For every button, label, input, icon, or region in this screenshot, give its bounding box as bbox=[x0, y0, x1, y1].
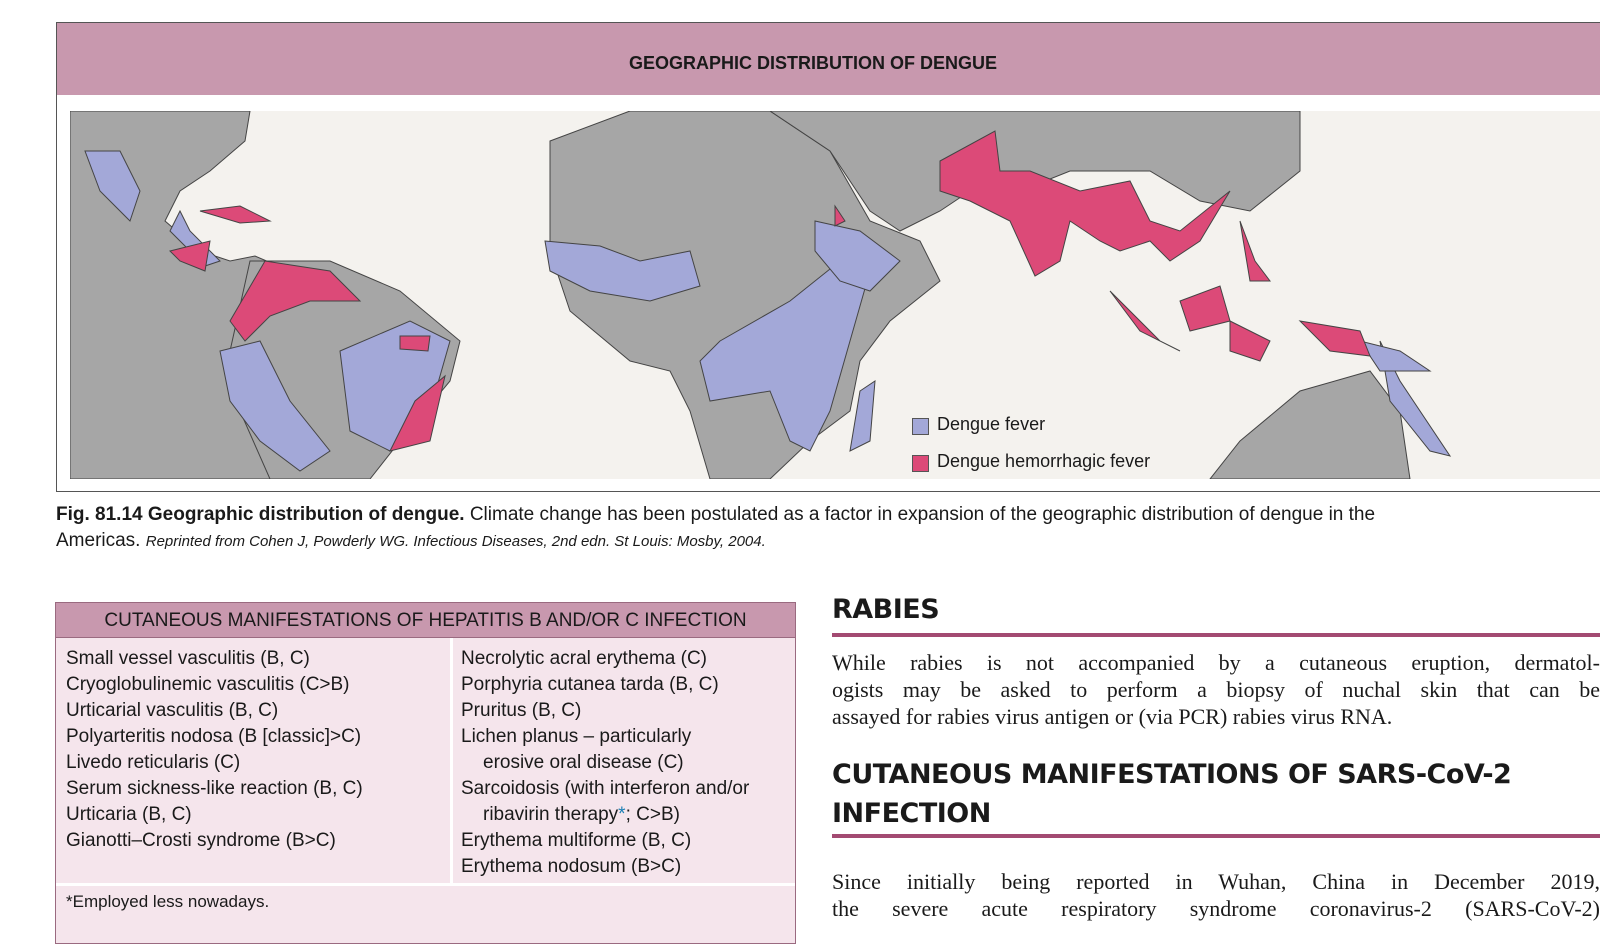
item: Urticarial vasculitis (B, C) bbox=[66, 700, 279, 721]
legend-label: Dengue hemorrhagic fever bbox=[937, 451, 1151, 471]
asterisk: * bbox=[618, 804, 626, 825]
text-line: While rabies is not accompanied by a cut… bbox=[832, 650, 1600, 675]
heading-line: CUTANEOUS MANIFESTATIONS OF SARS-CoV-2 bbox=[832, 759, 1512, 790]
table-column: Necrolytic acral erythema (C) Porphyria … bbox=[461, 646, 749, 880]
divider bbox=[56, 883, 795, 886]
caption: Americas. Reprinted from Cohen J, Powder… bbox=[56, 530, 766, 552]
item: Erythema nodosum (B>C) bbox=[461, 856, 682, 877]
item: Urticaria (B, C) bbox=[66, 804, 192, 825]
heading-line: INFECTION bbox=[832, 798, 991, 829]
item: Serum sickness-like reaction (B, C) bbox=[66, 778, 363, 799]
caption-label: Fig. 81.14 Geographic distribution of de… bbox=[56, 504, 465, 525]
item: ribavirin therapy*; C>B) bbox=[461, 802, 749, 828]
item: Livedo reticularis (C) bbox=[66, 752, 241, 773]
map bbox=[70, 111, 1600, 479]
item-text: ribavirin therapy bbox=[483, 804, 619, 825]
legend-swatch bbox=[912, 418, 929, 435]
item: Cryoglobulinemic vasculitis (C>B) bbox=[66, 674, 350, 695]
item: Small vessel vasculitis (B, C) bbox=[66, 648, 310, 669]
table: CUTANEOUS MANIFESTATIONS OF HEPATITIS B … bbox=[55, 602, 796, 944]
text-line: the severe acute respiratory syndrome co… bbox=[832, 896, 1600, 921]
table-header bbox=[56, 603, 795, 638]
item: Gianotti–Crosti syndrome (B>C) bbox=[66, 830, 336, 851]
figure-header bbox=[57, 23, 1600, 95]
item-text: ; C>B) bbox=[625, 804, 680, 825]
table-title: CUTANEOUS MANIFESTATIONS OF HEPATITIS B … bbox=[104, 610, 747, 631]
heading: CUTANEOUS MANIFESTATIONS OF SARS-CoV-2 I… bbox=[832, 755, 1512, 833]
caption-source: Reprinted from Cohen J, Powderly WG. Inf… bbox=[145, 533, 766, 550]
figure-title: GEOGRAPHIC DISTRIBUTION OF DENGUE bbox=[628, 53, 997, 73]
item: Porphyria cutanea tarda (B, C) bbox=[461, 674, 719, 695]
item: Lichen planus – particularly bbox=[461, 726, 692, 747]
figure: GEOGRAPHIC DISTRIBUTION OF DENGUE bbox=[56, 22, 1600, 492]
item: erosive oral disease (C) bbox=[483, 752, 684, 773]
heading-rule bbox=[832, 633, 1600, 637]
paragraph: Since initially being reported in Wuhan,… bbox=[832, 869, 1600, 923]
text-line: ogists may be asked to perform a biopsy … bbox=[832, 677, 1600, 702]
divider bbox=[450, 638, 453, 884]
caption-text: Americas. bbox=[56, 530, 141, 551]
legend-label: Dengue fever bbox=[937, 414, 1046, 434]
caption: Fig. 81.14 Geographic distribution of de… bbox=[56, 504, 1375, 526]
legend-swatch bbox=[912, 455, 929, 472]
text-line: assayed for rabies virus antigen or (via… bbox=[832, 704, 1393, 729]
item: Necrolytic acral erythema (C) bbox=[461, 648, 707, 669]
table-column: Small vessel vasculitis (B, C) Cryoglobu… bbox=[66, 646, 363, 854]
item: Sarcoidosis (with interferon and/or bbox=[461, 778, 750, 799]
item: Pruritus (B, C) bbox=[461, 700, 582, 721]
text-line: Since initially being reported in Wuhan,… bbox=[832, 869, 1600, 894]
item: Polyarteritis nodosa (B [classic]>C) bbox=[66, 726, 362, 747]
paragraph: While rabies is not accompanied by a cut… bbox=[832, 650, 1600, 731]
footnote: *Employed less nowadays. bbox=[66, 892, 270, 911]
heading-rule bbox=[832, 834, 1600, 838]
caption-text: Climate change has been postulated as a … bbox=[469, 504, 1376, 525]
item: Erythema multiforme (B, C) bbox=[461, 830, 692, 851]
heading: RABIES bbox=[832, 594, 940, 625]
